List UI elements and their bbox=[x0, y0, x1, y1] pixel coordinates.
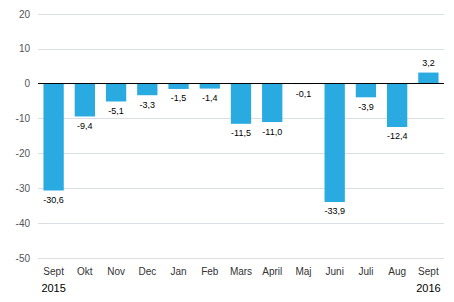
svg-text:0: 0 bbox=[24, 78, 30, 89]
svg-text:2015: 2015 bbox=[41, 282, 65, 294]
svg-text:-11,0: -11,0 bbox=[262, 127, 282, 137]
svg-text:Okt: Okt bbox=[77, 266, 93, 277]
svg-text:-9,4: -9,4 bbox=[77, 121, 93, 131]
svg-text:Sept: Sept bbox=[43, 266, 64, 277]
svg-text:3,2: 3,2 bbox=[422, 58, 435, 68]
svg-text:Juli: Juli bbox=[358, 266, 373, 277]
svg-text:Nov: Nov bbox=[107, 266, 125, 277]
svg-text:-1,5: -1,5 bbox=[171, 93, 187, 103]
svg-text:April: April bbox=[262, 266, 282, 277]
svg-text:-50: -50 bbox=[16, 253, 31, 264]
svg-text:-3,9: -3,9 bbox=[358, 102, 374, 112]
svg-text:-0,1: -0,1 bbox=[296, 89, 312, 99]
svg-text:-1,4: -1,4 bbox=[202, 93, 218, 103]
svg-text:Sept: Sept bbox=[418, 266, 439, 277]
svg-text:-11,5: -11,5 bbox=[231, 128, 251, 138]
svg-text:Juni: Juni bbox=[326, 266, 344, 277]
svg-text:-30: -30 bbox=[16, 183, 31, 194]
svg-text:-12,4: -12,4 bbox=[387, 131, 408, 141]
svg-text:2016: 2016 bbox=[416, 282, 440, 294]
svg-text:Mars: Mars bbox=[230, 266, 252, 277]
svg-text:Aug: Aug bbox=[388, 266, 406, 277]
svg-text:-20: -20 bbox=[16, 148, 31, 159]
svg-text:-40: -40 bbox=[16, 218, 31, 229]
svg-text:-33,9: -33,9 bbox=[324, 206, 345, 216]
svg-text:-3,3: -3,3 bbox=[140, 100, 156, 110]
svg-text:20: 20 bbox=[19, 9, 31, 20]
svg-text:Feb: Feb bbox=[201, 266, 219, 277]
svg-text:-5,1: -5,1 bbox=[108, 106, 124, 116]
svg-text:Maj: Maj bbox=[295, 266, 311, 277]
svg-text:Jan: Jan bbox=[170, 266, 186, 277]
svg-text:Dec: Dec bbox=[138, 266, 156, 277]
svg-text:-30,6: -30,6 bbox=[43, 195, 64, 205]
svg-text:10: 10 bbox=[19, 43, 31, 54]
svg-text:-10: -10 bbox=[16, 113, 31, 124]
